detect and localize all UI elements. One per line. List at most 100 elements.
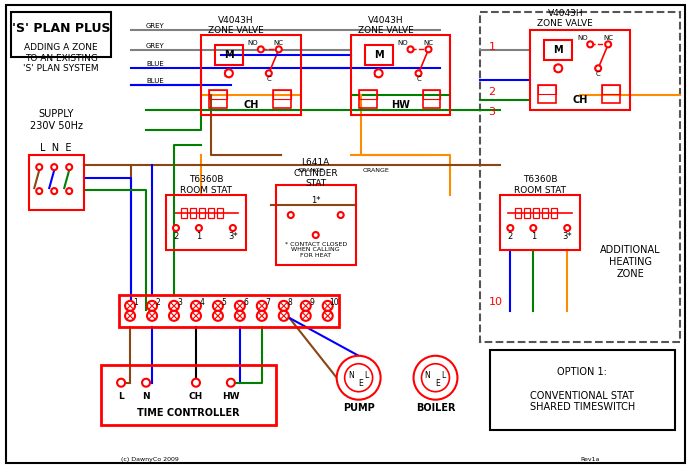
- Text: N: N: [142, 392, 150, 401]
- Circle shape: [564, 225, 570, 231]
- Text: BLUE: BLUE: [146, 78, 164, 84]
- Text: Rev1a: Rev1a: [580, 457, 600, 462]
- Circle shape: [605, 41, 611, 47]
- Bar: [217, 208, 223, 218]
- Bar: [181, 208, 187, 218]
- Bar: [119, 295, 339, 327]
- Text: 10: 10: [489, 297, 502, 307]
- Text: 1: 1: [531, 233, 536, 241]
- Text: E: E: [435, 379, 440, 388]
- Text: NC: NC: [603, 36, 613, 41]
- Text: HW: HW: [391, 100, 410, 110]
- Text: 'S' PLAN PLUS: 'S' PLAN PLUS: [12, 22, 110, 35]
- Circle shape: [313, 232, 319, 238]
- Text: T6360B
ROOM STAT: T6360B ROOM STAT: [514, 176, 566, 195]
- Circle shape: [257, 311, 267, 321]
- Circle shape: [213, 311, 223, 321]
- Bar: [364, 45, 393, 66]
- Text: L641A
CYLINDER
STAT: L641A CYLINDER STAT: [293, 158, 338, 188]
- Text: ADDITIONAL
HEATING
ZONE: ADDITIONAL HEATING ZONE: [600, 245, 660, 278]
- Circle shape: [235, 311, 245, 321]
- Bar: [359, 90, 377, 99]
- Text: NO: NO: [248, 40, 258, 46]
- Circle shape: [422, 364, 449, 392]
- Bar: [351, 36, 451, 115]
- Text: ADDING A ZONE
TO AN EXISTING
'S' PLAN SYSTEM: ADDING A ZONE TO AN EXISTING 'S' PLAN SY…: [23, 44, 99, 73]
- Circle shape: [288, 212, 294, 218]
- Text: PUMP: PUMP: [343, 402, 375, 413]
- Circle shape: [147, 301, 157, 311]
- Bar: [422, 90, 440, 108]
- Text: ORANGE: ORANGE: [297, 168, 324, 173]
- Text: T6360B
ROOM STAT: T6360B ROOM STAT: [180, 176, 232, 195]
- Text: M: M: [224, 51, 234, 60]
- Circle shape: [279, 311, 289, 321]
- Circle shape: [301, 311, 310, 321]
- Text: CH: CH: [189, 392, 203, 401]
- Circle shape: [147, 311, 157, 321]
- Circle shape: [213, 301, 223, 311]
- Circle shape: [225, 69, 233, 77]
- Text: 1: 1: [134, 299, 139, 307]
- Circle shape: [554, 64, 562, 73]
- Text: 3*: 3*: [228, 233, 237, 241]
- Text: 7: 7: [266, 299, 270, 307]
- Bar: [276, 185, 355, 265]
- Bar: [273, 90, 290, 99]
- Text: 1: 1: [197, 233, 201, 241]
- Text: 5: 5: [221, 299, 226, 307]
- Bar: [491, 350, 675, 430]
- Circle shape: [142, 379, 150, 387]
- Text: HW: HW: [222, 392, 239, 401]
- Bar: [201, 36, 301, 115]
- Circle shape: [125, 311, 135, 321]
- Circle shape: [375, 69, 382, 77]
- Circle shape: [235, 301, 245, 311]
- Text: * CONTACT CLOSED
WHEN CALLING
FOR HEAT: * CONTACT CLOSED WHEN CALLING FOR HEAT: [284, 241, 347, 258]
- Text: NO: NO: [577, 36, 587, 41]
- Bar: [166, 195, 246, 250]
- Bar: [208, 208, 214, 218]
- Circle shape: [169, 301, 179, 311]
- Text: L: L: [442, 371, 446, 380]
- Bar: [538, 85, 556, 94]
- Text: SUPPLY
230V 50Hz: SUPPLY 230V 50Hz: [30, 110, 83, 131]
- Text: V4043H
ZONE VALVE: V4043H ZONE VALVE: [357, 16, 413, 35]
- Circle shape: [301, 301, 310, 311]
- Circle shape: [191, 311, 201, 321]
- Bar: [359, 90, 377, 108]
- Bar: [101, 365, 276, 424]
- Text: C: C: [416, 76, 421, 82]
- Text: TIME CONTROLLER: TIME CONTROLLER: [137, 408, 239, 417]
- Circle shape: [66, 188, 72, 194]
- Circle shape: [323, 301, 333, 311]
- Text: 1*: 1*: [311, 196, 320, 205]
- Text: 8: 8: [288, 299, 292, 307]
- Text: ORANGE: ORANGE: [362, 168, 389, 173]
- Circle shape: [426, 46, 431, 52]
- Text: V4043H
ZONE VALVE: V4043H ZONE VALVE: [538, 9, 593, 28]
- Bar: [533, 208, 540, 218]
- Text: 6: 6: [244, 299, 248, 307]
- Text: NC: NC: [424, 40, 433, 46]
- Text: GREY: GREY: [146, 23, 165, 29]
- Bar: [551, 208, 558, 218]
- Circle shape: [230, 225, 236, 231]
- Circle shape: [192, 379, 200, 387]
- Bar: [422, 90, 440, 99]
- Circle shape: [266, 70, 272, 76]
- Bar: [531, 30, 630, 110]
- Text: BLUE: BLUE: [146, 61, 164, 67]
- Bar: [209, 90, 227, 108]
- Circle shape: [408, 46, 413, 52]
- Circle shape: [191, 301, 201, 311]
- Text: C: C: [595, 71, 600, 77]
- Text: 3*: 3*: [562, 233, 572, 241]
- Text: L: L: [118, 392, 124, 401]
- Text: N: N: [348, 371, 353, 380]
- Circle shape: [595, 66, 601, 71]
- Circle shape: [337, 212, 344, 218]
- Circle shape: [51, 164, 57, 170]
- Circle shape: [337, 356, 381, 400]
- Bar: [209, 90, 227, 99]
